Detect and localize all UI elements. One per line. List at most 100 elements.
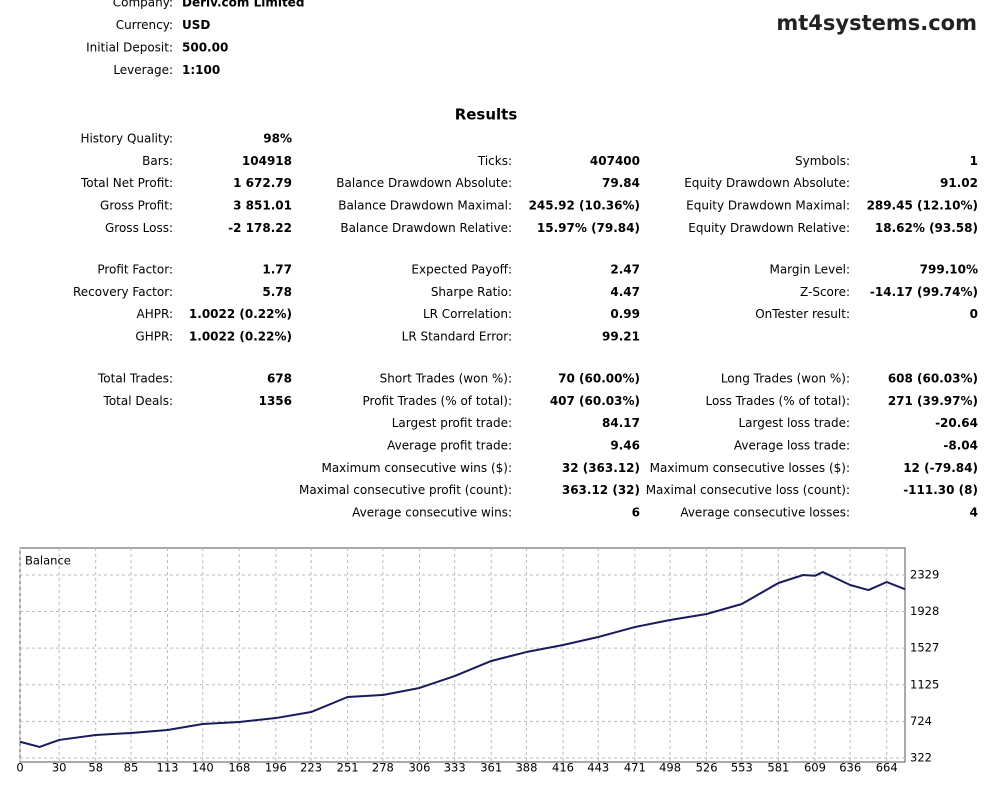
metric-value: 79.84 — [602, 176, 640, 190]
x-tick-label: 85 — [124, 761, 139, 775]
chart-title: Balance — [25, 554, 71, 568]
metric-value: 363.12 (32) — [562, 483, 640, 497]
metric-label: Z-Score: — [800, 285, 850, 299]
metric-label: Loss Trades (% of total): — [706, 394, 851, 408]
metric-label: Largest profit trade: — [392, 416, 512, 430]
metric-label: Symbols: — [795, 154, 850, 168]
y-tick-label: 1928 — [910, 604, 939, 618]
metric-label: Bars: — [142, 154, 173, 168]
x-tick-label: 30 — [52, 761, 67, 775]
metric-label: Profit Factor: — [97, 263, 173, 277]
metric-label: Balance Drawdown Absolute: — [336, 176, 512, 190]
metric-label: Maximum consecutive losses ($): — [650, 461, 850, 475]
y-tick-label: 322 — [910, 750, 932, 764]
y-tick-label: 2329 — [910, 567, 939, 581]
metric-value: 1 — [970, 154, 978, 168]
metric-value: 3 851.01 — [233, 198, 292, 212]
metric-value: 0 — [970, 307, 978, 321]
metric-value: -111.30 (8) — [903, 483, 978, 497]
metric-label: Equity Drawdown Maximal: — [686, 198, 850, 212]
metric-label: OnTester result: — [755, 307, 850, 321]
y-tick-label: 1125 — [910, 677, 939, 691]
metric-value: 289.45 (12.10%) — [867, 198, 978, 212]
metric-label: Total Net Profit: — [80, 176, 173, 190]
metric-value: 70 (60.00%) — [558, 372, 640, 386]
metric-label: Equity Drawdown Relative: — [688, 221, 850, 235]
metric-label: Maximum consecutive wins ($): — [321, 461, 512, 475]
metric-value: 18.62% (93.58) — [875, 221, 978, 235]
metric-value: 1.0022 (0.22%) — [189, 307, 292, 321]
metric-label: Total Deals: — [103, 394, 173, 408]
metric-label: Long Trades (won %): — [721, 372, 850, 386]
x-tick-label: 196 — [265, 761, 287, 775]
metric-value: 91.02 — [940, 176, 978, 190]
metric-label: Total Trades: — [97, 372, 173, 386]
field-label: Initial Deposit: — [86, 41, 173, 55]
metric-label: Equity Drawdown Absolute: — [684, 176, 850, 190]
field-value: 1:100 — [182, 63, 220, 77]
x-tick-label: 553 — [731, 761, 753, 775]
x-tick-label: 664 — [876, 761, 898, 775]
metric-value: 12 (-79.84) — [903, 461, 978, 475]
metric-label: Short Trades (won %): — [380, 372, 512, 386]
x-tick-label: 333 — [444, 761, 466, 775]
metric-value: 9.46 — [610, 438, 640, 452]
metric-label: Average consecutive losses: — [680, 505, 850, 519]
field-value: Deriv.com Limited — [182, 0, 304, 10]
chart-frame — [19, 547, 906, 763]
x-tick-label: 223 — [300, 761, 322, 775]
y-tick-label: 1527 — [910, 641, 939, 655]
x-tick-label: 113 — [157, 761, 179, 775]
metric-label: Balance Drawdown Relative: — [340, 221, 512, 235]
metric-label: Maximal consecutive profit (count): — [299, 483, 512, 497]
metric-value: 2.47 — [610, 263, 640, 277]
x-tick-label: 251 — [337, 761, 359, 775]
metric-label: Average loss trade: — [734, 438, 850, 452]
x-tick-label: 0 — [16, 761, 23, 775]
x-tick-label: 471 — [624, 761, 646, 775]
metric-label: GHPR: — [135, 329, 173, 343]
metric-label: Average profit trade: — [387, 438, 512, 452]
metric-value: 4 — [970, 505, 978, 519]
metric-value: 678 — [267, 372, 292, 386]
metric-value: 99.21 — [602, 329, 640, 343]
x-tick-label: 306 — [408, 761, 430, 775]
metric-label: Gross Profit: — [100, 198, 173, 212]
metric-value: 1.77 — [262, 263, 292, 277]
field-label: Currency: — [116, 18, 173, 32]
x-tick-label: 526 — [696, 761, 718, 775]
results-title: Results — [455, 106, 518, 124]
metric-label: Ticks: — [477, 154, 512, 168]
metric-value: 1.0022 (0.22%) — [189, 329, 292, 343]
x-tick-label: 581 — [767, 761, 789, 775]
metric-label: Maximal consecutive loss (count): — [646, 483, 850, 497]
metric-value: 6 — [632, 505, 640, 519]
x-tick-label: 636 — [839, 761, 861, 775]
x-tick-label: 168 — [228, 761, 250, 775]
metric-label: History Quality: — [80, 132, 173, 146]
metric-value: 799.10% — [920, 263, 978, 277]
metric-value: 1356 — [259, 394, 292, 408]
metric-value: -14.17 (99.74%) — [870, 285, 978, 299]
metric-label: LR Correlation: — [423, 307, 512, 321]
metric-value: 98% — [263, 132, 292, 146]
metric-value: 15.97% (79.84) — [537, 221, 640, 235]
metric-label: Gross Loss: — [105, 221, 173, 235]
metric-value: 0.99 — [610, 307, 640, 321]
metric-value: 5.78 — [262, 285, 292, 299]
x-tick-label: 498 — [659, 761, 681, 775]
x-tick-label: 361 — [480, 761, 502, 775]
metric-label: Recovery Factor: — [73, 285, 173, 299]
metric-label: AHPR: — [137, 307, 173, 321]
x-tick-label: 140 — [192, 761, 214, 775]
metric-value: 407400 — [590, 154, 640, 168]
metric-value: -2 178.22 — [228, 221, 292, 235]
metric-value: 1 672.79 — [233, 176, 292, 190]
field-value: USD — [182, 18, 210, 32]
metric-value: 32 (363.12) — [562, 461, 640, 475]
watermark: mt4systems.com — [776, 11, 977, 35]
field-label: Company: — [113, 0, 173, 10]
y-tick-label: 724 — [910, 714, 932, 728]
